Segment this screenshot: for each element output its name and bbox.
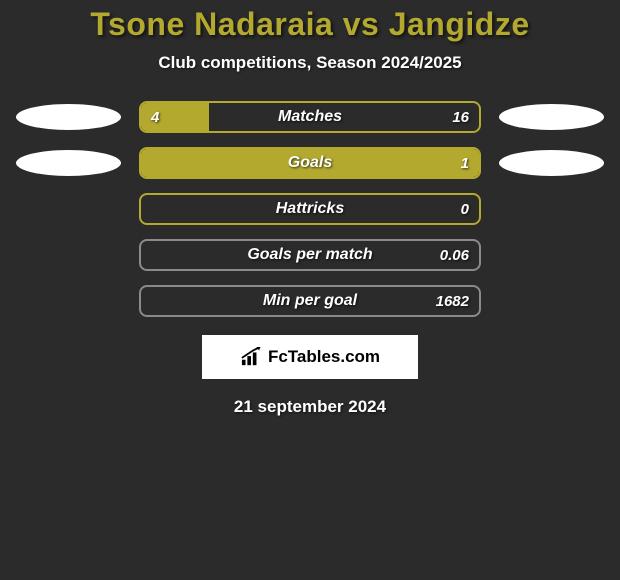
- stat-bar: Hattricks0: [139, 193, 481, 225]
- stat-right-value: 0.06: [440, 241, 469, 269]
- stat-rows: 4Matches16 Goals1 Hattricks0 Goals per matc…: [0, 101, 620, 317]
- stat-label: Goals: [141, 149, 479, 177]
- stat-label: Hattricks: [141, 195, 479, 223]
- stat-row: Goals per match0.06: [0, 239, 620, 271]
- stat-right-value: 0: [461, 195, 469, 223]
- stat-bar: Min per goal1682: [139, 285, 481, 317]
- stat-label: Goals per match: [141, 241, 479, 269]
- page-title: Tsone Nadaraia vs Jangidze: [0, 6, 620, 43]
- comparison-widget: Tsone Nadaraia vs Jangidze Club competit…: [0, 0, 620, 417]
- stat-bar: Goals per match0.06: [139, 239, 481, 271]
- player-left-marker: [16, 150, 121, 176]
- player-right-marker: [499, 150, 604, 176]
- bar-chart-icon: [240, 347, 262, 367]
- stat-right-value: 16: [452, 103, 469, 131]
- stat-right-value: 1: [461, 149, 469, 177]
- stat-right-value: 1682: [436, 287, 469, 315]
- stat-bar: 4Matches16: [139, 101, 481, 133]
- stat-row: Goals1: [0, 147, 620, 179]
- stat-row: Min per goal1682: [0, 285, 620, 317]
- player-left-marker: [16, 104, 121, 130]
- stat-label: Min per goal: [141, 287, 479, 315]
- date-line: 21 september 2024: [0, 397, 620, 417]
- logo-text: FcTables.com: [268, 347, 380, 367]
- player-right-marker: [499, 104, 604, 130]
- subtitle: Club competitions, Season 2024/2025: [0, 53, 620, 73]
- stat-bar: Goals1: [139, 147, 481, 179]
- logo-box[interactable]: FcTables.com: [202, 335, 418, 379]
- stat-row: 4Matches16: [0, 101, 620, 133]
- stat-row: Hattricks0: [0, 193, 620, 225]
- stat-label: Matches: [141, 103, 479, 131]
